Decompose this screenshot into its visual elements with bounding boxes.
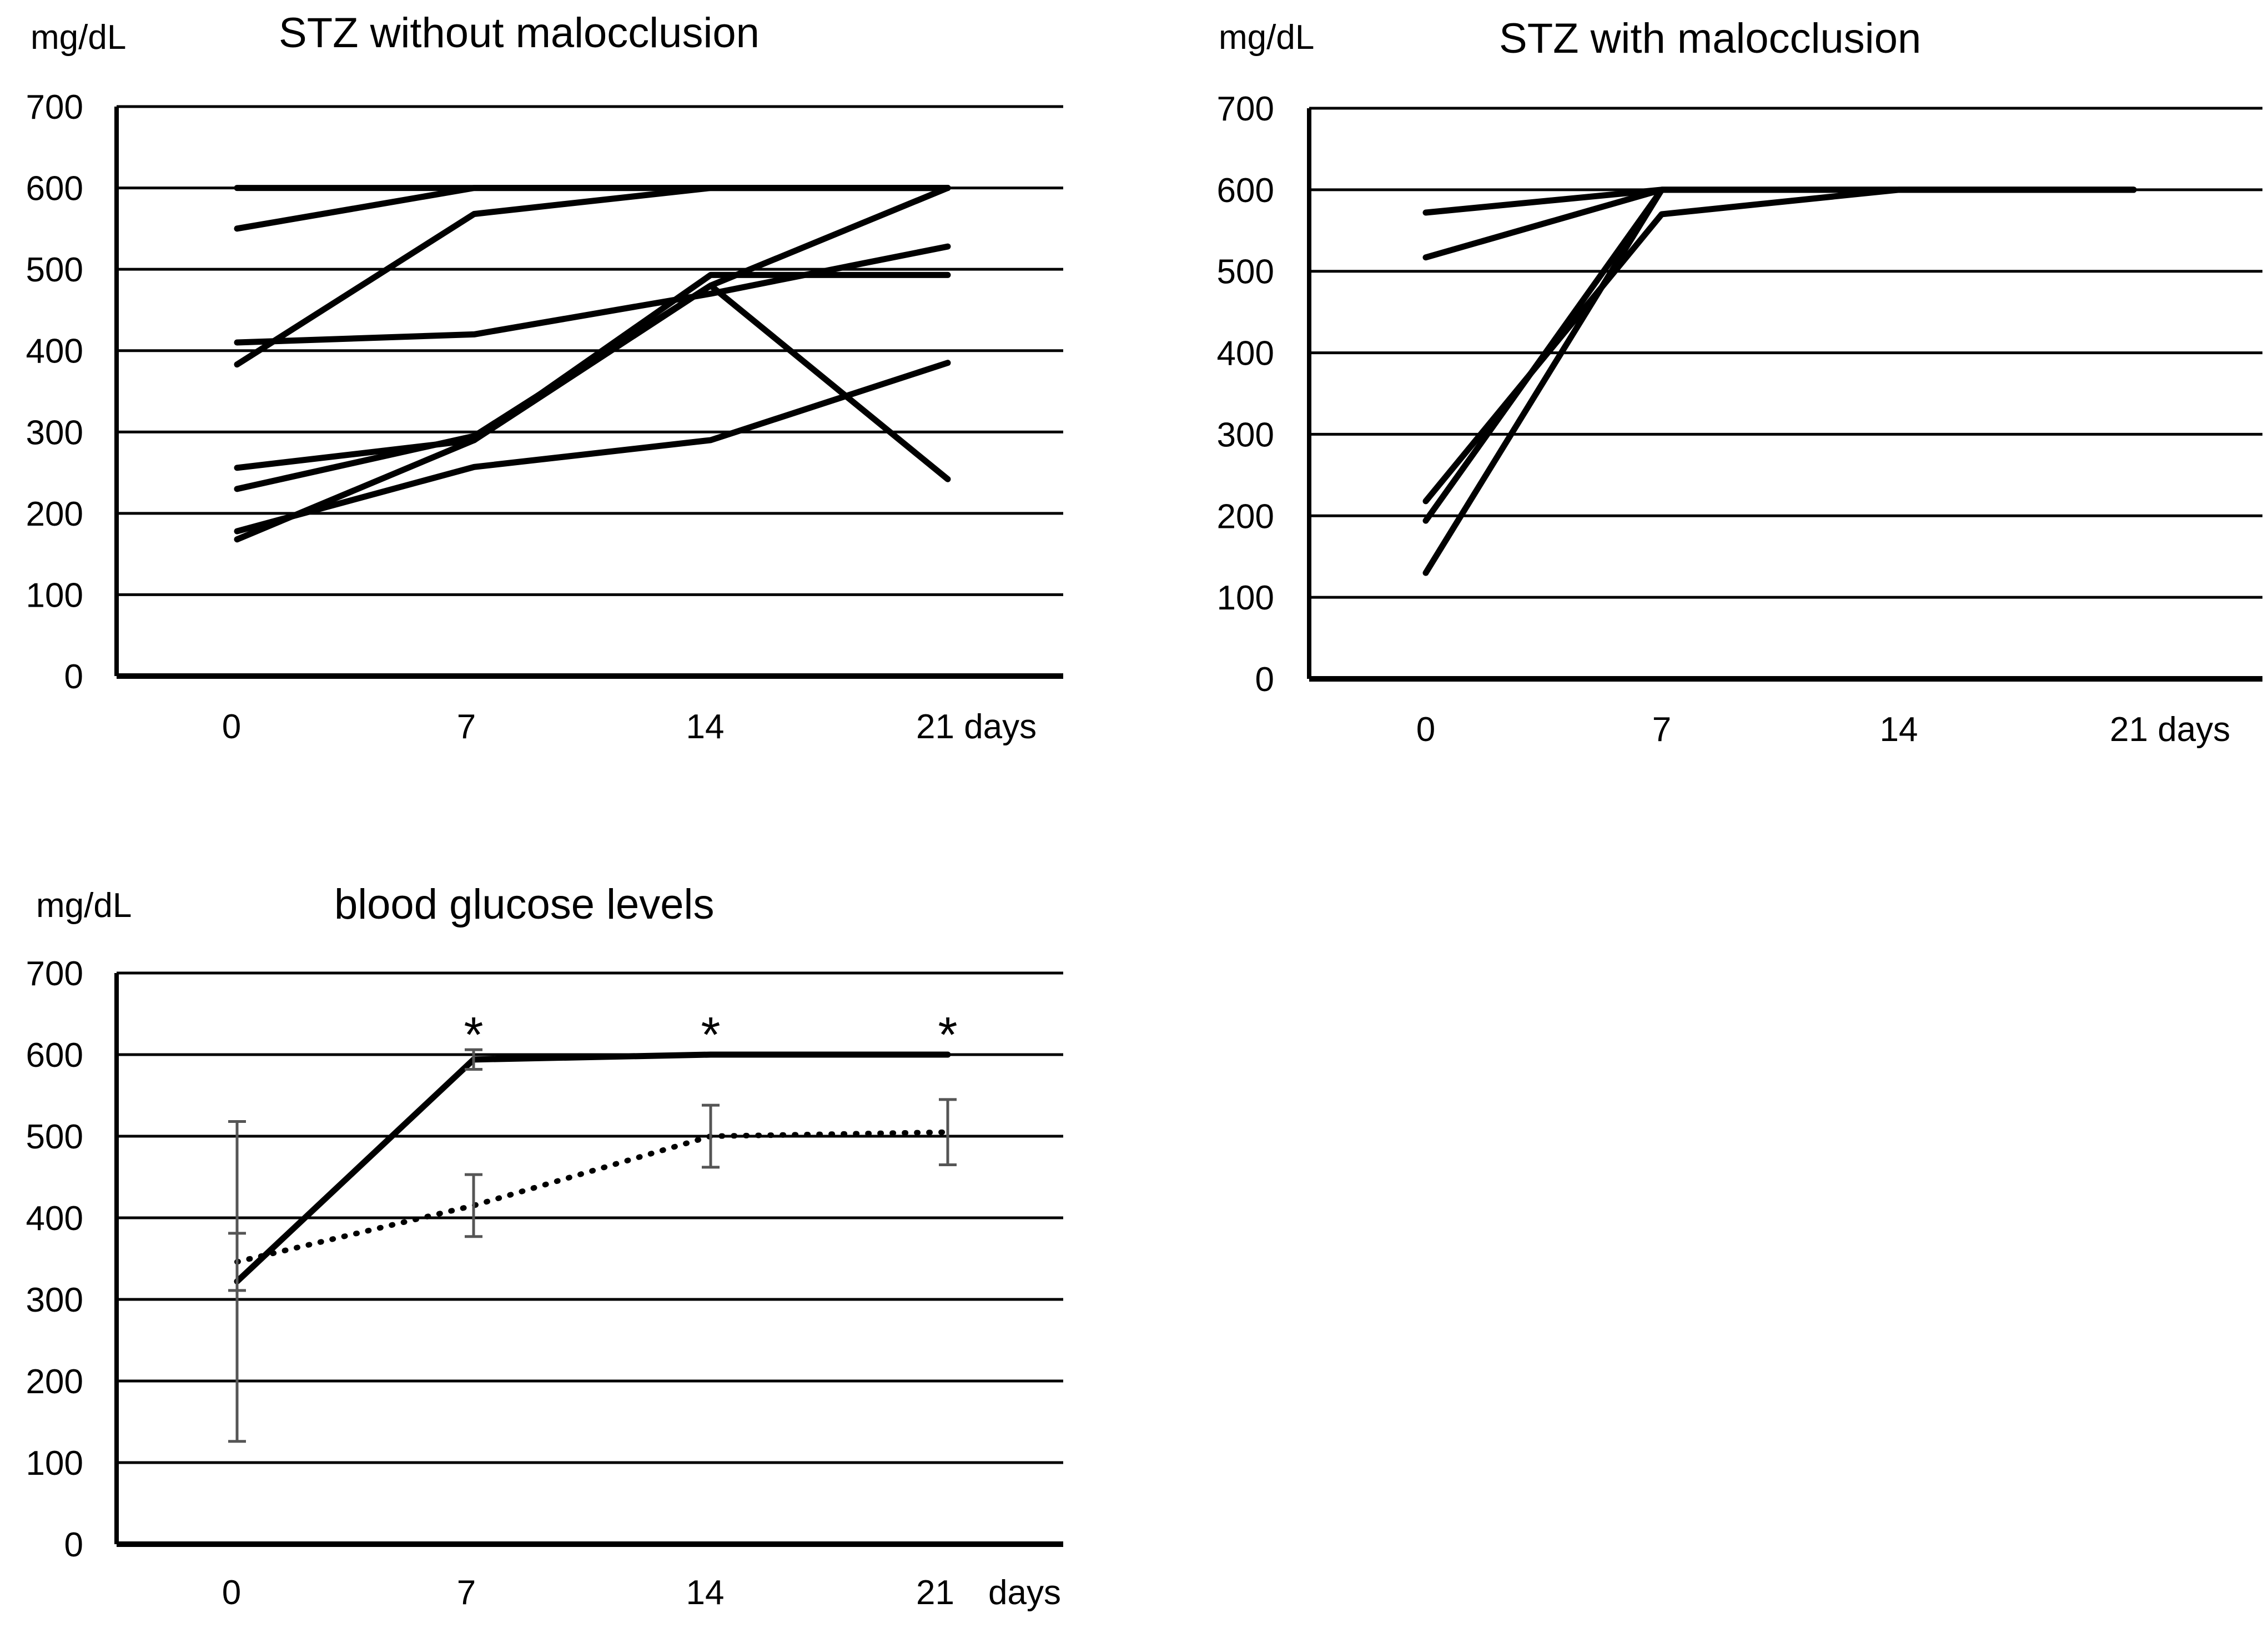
x-axis-unit-label: days (988, 1574, 1061, 1612)
y-tick-label: 700 (26, 88, 83, 127)
ylabel-unit: mg/dL (36, 886, 132, 925)
gridlines (1309, 107, 2262, 599)
y-tick-label: 200 (26, 495, 83, 533)
y-tick-label: 100 (26, 1444, 83, 1483)
y-tick-label: 400 (26, 1199, 83, 1238)
series-lines (1422, 187, 2137, 576)
gridlines (117, 971, 1063, 1464)
series-line (234, 185, 951, 543)
y-tick-label: 0 (1255, 661, 1274, 699)
y-tick-labels: 0 100 200 300 400 500 600 700 (26, 88, 83, 696)
chart-title: STZ with malocclusion (1499, 15, 1921, 62)
y-tick-label: 200 (26, 1363, 83, 1401)
y-tick-label: 500 (26, 1118, 83, 1156)
ylabel-unit: mg/dL (31, 18, 126, 57)
y-tick-label: 400 (26, 332, 83, 371)
x-tick-label-14: 14 (686, 708, 725, 746)
chart-stz-without: mg/dL STZ without malocclusion 0 100 200 30… (26, 9, 1063, 746)
series-line (234, 271, 951, 471)
x-tick-label-0: 0 (222, 708, 241, 746)
y-tick-label: 300 (26, 414, 83, 452)
series-line (234, 360, 951, 535)
chart-title: STZ without malocclusion (279, 9, 760, 57)
series-line (234, 243, 951, 346)
x-tick-label-7: 7 (457, 1574, 476, 1612)
y-tick-label: 100 (1217, 579, 1274, 617)
significance-star: * (464, 1007, 483, 1063)
series-line (234, 1129, 951, 1265)
y-tick-label: 600 (26, 1036, 83, 1075)
y-tick-label: 200 (1217, 497, 1274, 536)
series-line (1422, 187, 2137, 524)
y-tick-label: 0 (64, 1526, 83, 1564)
series-line (234, 185, 951, 368)
x-tick-label-14: 14 (1880, 710, 1918, 749)
y-tick-label: 700 (1217, 90, 1274, 128)
x-tick-label-21: 21 (916, 1574, 954, 1612)
ylabel-unit: mg/dL (1219, 18, 1314, 57)
significance-star: * (701, 1007, 720, 1063)
series-lines (228, 1048, 957, 1443)
y-tick-label: 500 (1217, 253, 1274, 291)
y-tick-label: 300 (1217, 416, 1274, 454)
y-tick-label: 400 (1217, 335, 1274, 373)
series-line (1422, 187, 2137, 576)
axes (114, 107, 1063, 679)
chart-stz-with: mg/dL STZ with malocclusion 0 100 200 300 40… (1217, 15, 2262, 749)
y-tick-label: 700 (26, 955, 83, 993)
series-lines (234, 185, 951, 543)
axes (1307, 108, 2262, 682)
series-line (1422, 187, 2137, 505)
axes (114, 973, 1063, 1547)
y-tick-label: 600 (1217, 172, 1274, 210)
series-line (234, 1051, 951, 1285)
x-tick-label-7: 7 (1652, 710, 1671, 749)
y-tick-label: 100 (26, 576, 83, 614)
y-tick-label: 600 (26, 170, 83, 208)
x-tick-label-21-days: 21 days (2110, 710, 2230, 749)
series-line (234, 185, 951, 232)
chart-blood-glucose: mg/dL blood glucose levels 0 100 200 300 400… (26, 881, 1063, 1612)
x-tick-label-7: 7 (457, 708, 476, 746)
y-tick-label: 500 (26, 251, 83, 289)
y-tick-label: 300 (26, 1281, 83, 1319)
x-tick-label-21-days: 21 days (916, 708, 1037, 746)
significance-star: * (938, 1007, 957, 1063)
y-tick-labels: 0 100 200 300 400 500 600 700 (26, 955, 83, 1564)
y-tick-labels: 0 100 200 300 400 500 600 700 (1217, 90, 1274, 699)
x-tick-label-0: 0 (222, 1574, 241, 1612)
x-tick-label-14: 14 (686, 1574, 725, 1612)
x-tick-label-0: 0 (1416, 710, 1435, 749)
chart-title: blood glucose levels (334, 881, 714, 928)
significance-markers: * * * (464, 1007, 957, 1063)
y-tick-label: 0 (64, 658, 83, 696)
